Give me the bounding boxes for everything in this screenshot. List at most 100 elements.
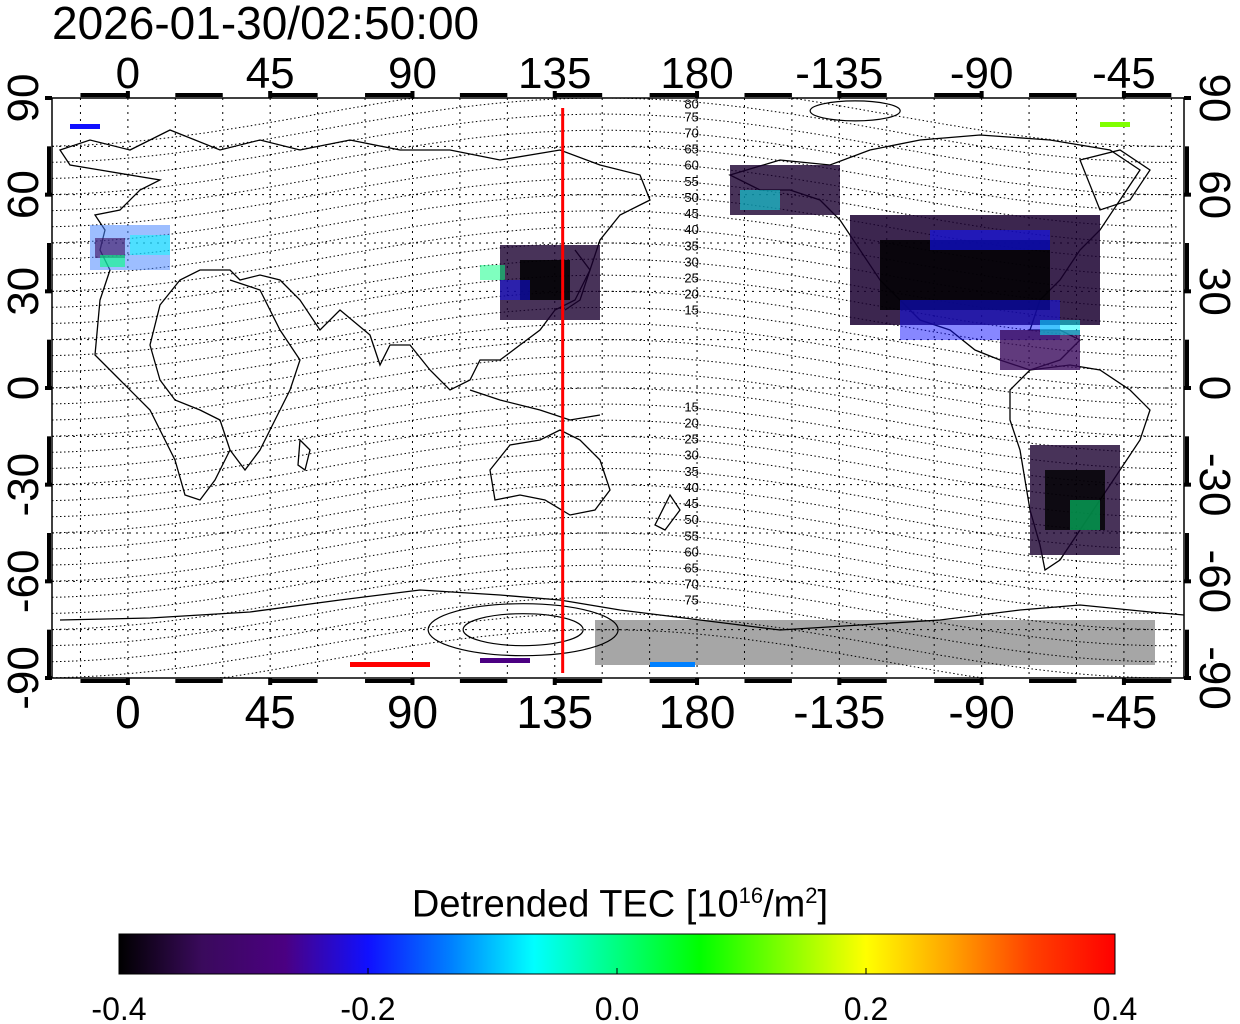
contour-line bbox=[51, 419, 1178, 486]
lat-label-right: 30 bbox=[1190, 267, 1239, 316]
lon-label-bottom: -45 bbox=[1091, 686, 1157, 738]
lon-label-top: 180 bbox=[660, 49, 733, 98]
lat-label-left: 90 bbox=[0, 74, 48, 123]
edge-segment bbox=[1185, 629, 1189, 678]
coastline-new-zealand bbox=[654, 493, 681, 531]
coastline-africa-east bbox=[229, 279, 301, 472]
contour-line bbox=[51, 452, 1178, 518]
contour-line bbox=[51, 613, 1178, 679]
lon-label-top: 0 bbox=[116, 49, 140, 98]
map-frame bbox=[45, 91, 1191, 685]
edge-segment bbox=[47, 339, 51, 388]
edge-segment bbox=[365, 679, 413, 683]
contour-line bbox=[51, 500, 1178, 566]
lat-label-right: -60 bbox=[1190, 550, 1239, 614]
edge-segment bbox=[744, 679, 792, 683]
contour-line bbox=[51, 548, 1178, 614]
coastline-antarctica bbox=[59, 589, 1185, 631]
lon-label-top: 45 bbox=[246, 49, 295, 98]
contour-line bbox=[51, 97, 1178, 147]
contour-label: 65 bbox=[684, 142, 698, 157]
edge-segment bbox=[365, 93, 413, 97]
contour-line bbox=[51, 194, 1178, 260]
lon-tick-bottom bbox=[125, 678, 130, 685]
world-map-plot: 8075706560555045403530252015152025303540… bbox=[0, 49, 1239, 738]
contour-label: 40 bbox=[684, 480, 698, 495]
contour-label: 80 bbox=[684, 96, 698, 111]
lon-label-top: -135 bbox=[795, 49, 883, 98]
edge-segment bbox=[175, 93, 223, 97]
contour-line bbox=[51, 307, 1178, 373]
edge-segment bbox=[1123, 679, 1172, 683]
colorbar-ticks: -0.4 -0.2 0.0 0.2 0.4 bbox=[91, 968, 1137, 1024]
colorbar-title-exponent-2: 2 bbox=[805, 883, 818, 908]
axis-tick-labels: 0045459090135135180180-135-135-90-90-45-… bbox=[0, 49, 1239, 738]
edge-segment bbox=[47, 533, 51, 582]
lat-tick-left bbox=[45, 192, 52, 197]
edge-segment bbox=[270, 93, 318, 97]
edge-segment bbox=[554, 93, 603, 97]
lat-label-left: 60 bbox=[0, 170, 48, 219]
coastline-se-asia bbox=[469, 389, 601, 421]
edge-segment bbox=[175, 679, 223, 683]
lon-tick-top bbox=[125, 91, 130, 98]
contour-line bbox=[51, 162, 1178, 228]
contour-label: 25 bbox=[684, 270, 698, 285]
lat-label-left: 30 bbox=[0, 267, 48, 316]
contour-label: 55 bbox=[684, 528, 698, 543]
lon-label-bottom: 0 bbox=[115, 686, 141, 738]
lon-label-bottom: 180 bbox=[659, 686, 736, 738]
contour-line bbox=[51, 355, 1178, 421]
lat-label-right: 90 bbox=[1190, 74, 1239, 123]
contour-line bbox=[51, 597, 1178, 663]
contour-label: 45 bbox=[684, 496, 698, 511]
tec-data-points bbox=[70, 122, 1155, 667]
contour-line bbox=[51, 258, 1178, 324]
contour-line bbox=[51, 435, 1178, 502]
colorbar-title-suffix: ] bbox=[817, 883, 829, 926]
edge-segment bbox=[744, 93, 792, 97]
contour-line bbox=[51, 226, 1178, 292]
lon-label-bottom: -135 bbox=[793, 686, 885, 738]
colorbar-title: Detrended TEC [1016/m2] bbox=[0, 872, 1240, 929]
contour-label: 40 bbox=[684, 222, 698, 237]
lat-label-left: -90 bbox=[0, 646, 48, 710]
contour-label: 70 bbox=[684, 125, 698, 140]
coastline-greenland bbox=[1079, 149, 1151, 211]
contour-label: 45 bbox=[684, 206, 698, 221]
edge-segment bbox=[839, 679, 887, 683]
coastline-eurasia bbox=[58, 129, 651, 501]
edge-segment bbox=[1029, 679, 1077, 683]
contour-label: 50 bbox=[684, 190, 698, 205]
coastline-australia bbox=[489, 429, 611, 516]
edge-segment bbox=[934, 93, 982, 97]
lat-label-left: -60 bbox=[0, 550, 48, 614]
contour-line bbox=[51, 113, 1178, 179]
contour-label: 75 bbox=[684, 593, 698, 608]
contour-line bbox=[51, 564, 1178, 631]
lat-label-right: 0 bbox=[1190, 376, 1239, 400]
colorbar-gradient bbox=[118, 933, 1116, 975]
colorbar-tick-label: -0.2 bbox=[340, 991, 395, 1024]
contour-line bbox=[51, 403, 1178, 469]
contour-line bbox=[51, 129, 1178, 196]
contour-line bbox=[51, 290, 1178, 357]
lon-label-bottom: -90 bbox=[948, 686, 1014, 738]
lat-tick-right bbox=[1184, 96, 1191, 100]
edge-segment bbox=[1185, 146, 1189, 195]
edge-segment bbox=[47, 629, 51, 678]
contour-label: 20 bbox=[684, 415, 698, 430]
contour-line bbox=[51, 532, 1178, 598]
contour-oval bbox=[427, 603, 619, 657]
edge-segment bbox=[649, 93, 698, 97]
contour-label: 35 bbox=[684, 238, 698, 253]
coastline-madagascar bbox=[297, 438, 311, 472]
colorbar-tick-label: 0.4 bbox=[1093, 991, 1137, 1024]
contour-label: 30 bbox=[684, 448, 698, 463]
contour-line bbox=[51, 387, 1178, 453]
colorbar-tick-label: 0.0 bbox=[595, 991, 639, 1024]
edge-segment bbox=[1185, 339, 1189, 388]
contour-label: 15 bbox=[684, 303, 698, 318]
edge-segment bbox=[839, 93, 887, 97]
edge-segment bbox=[649, 679, 698, 683]
